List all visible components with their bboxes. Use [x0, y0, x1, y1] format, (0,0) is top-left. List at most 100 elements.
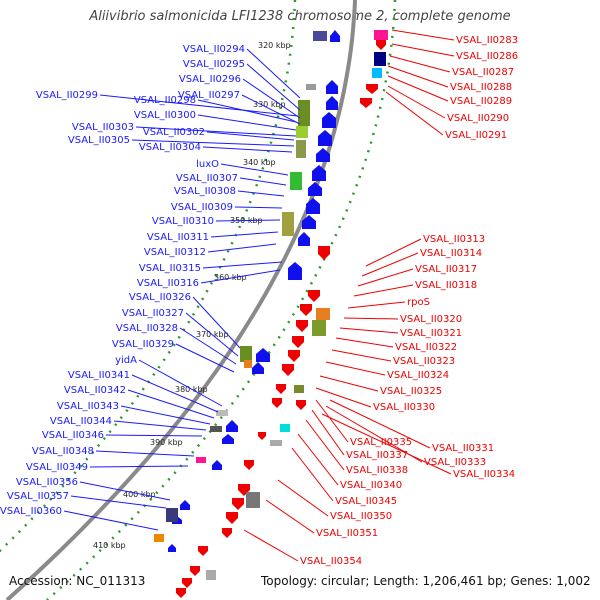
right-leader-line: [331, 349, 392, 362]
right-gene-label: VSAL_II0286: [456, 51, 518, 62]
feature-block: [244, 360, 252, 368]
feature-block: [312, 320, 326, 336]
right-leader-line: [315, 387, 372, 408]
left-gene-label: VSAL_II0296: [179, 74, 241, 85]
left-gene-label: VSAL_II0308: [174, 186, 236, 197]
right-gene-label: VSAL_II0317: [415, 264, 477, 275]
right-gene-label: VSAL_II0340: [340, 480, 402, 491]
right-gene-label: VSAL_II0334: [453, 469, 515, 480]
left-leader-line: [131, 139, 295, 147]
left-leader-line: [220, 163, 289, 176]
left-gene-label: VSAL_II0305: [68, 135, 130, 146]
left-leader-line: [241, 94, 301, 125]
right-leader-line: [343, 317, 399, 320]
right-leader-line: [387, 85, 446, 119]
right-leader-line: [335, 337, 394, 348]
right-gene-label: VSAL_II0325: [380, 386, 442, 397]
left-leader-line: [207, 243, 277, 253]
left-leader-line: [138, 359, 223, 407]
feature-block: [294, 385, 304, 393]
reverse-gene-arrow: [282, 364, 294, 376]
feature-block: [306, 84, 316, 90]
kbp-tick-label: 320 kbp: [258, 41, 291, 50]
left-gene-label: VSAL_II0300: [134, 110, 196, 121]
right-gene-label: VSAL_II0313: [423, 234, 485, 245]
left-leader-line: [135, 126, 297, 137]
reverse-gene-arrow: [272, 398, 282, 408]
genome-backbone: [5, 0, 357, 600]
left-leader-line: [197, 114, 297, 131]
topology-text: Topology: circular; Length: 1,206,461 bp…: [261, 574, 591, 588]
left-gene-label: VSAL_II0309: [171, 202, 233, 213]
right-gene-label: VSAL_II0289: [450, 96, 512, 107]
right-gene-label: VSAL_II0320: [400, 314, 462, 325]
feature-block: [246, 492, 260, 508]
right-leader-line: [329, 399, 431, 449]
right-gene-label: VSAL_II0335: [350, 437, 412, 448]
right-gene-label: VSAL_II0354: [300, 556, 362, 567]
left-gene-label: VSAL_II0295: [183, 59, 245, 70]
left-gene-label: VSAL_II0299: [36, 90, 98, 101]
forward-gene-arrow: [326, 80, 338, 94]
left-leader-line: [246, 63, 301, 111]
forward-gene-arrow: [256, 348, 270, 362]
forward-gene-arrow: [252, 362, 264, 374]
feature-block: [298, 100, 310, 126]
feature-block: [166, 508, 178, 522]
reverse-gene-arrow: [226, 512, 238, 524]
right-gene-label: VSAL_II0321: [400, 328, 462, 339]
reverse-gene-arrow: [190, 566, 200, 576]
reverse-gene-arrow: [244, 460, 254, 470]
forward-gene-arrow: [222, 434, 234, 444]
left-leader-line: [99, 94, 299, 117]
left-gene-label: VSAL_II0312: [144, 247, 206, 258]
left-gene-label: yidA: [115, 355, 137, 366]
right-leader-line: [387, 65, 449, 88]
left-leader-line: [242, 78, 301, 119]
kbp-tick-label: 390 kbp: [150, 438, 183, 447]
reverse-gene-arrow: [366, 84, 378, 94]
feature-block: [280, 424, 290, 432]
reverse-gene-arrow: [176, 588, 186, 598]
right-leader-line: [305, 419, 345, 471]
right-leader-line: [357, 268, 414, 287]
right-gene-label: VSAL_II0350: [330, 511, 392, 522]
outer-tick-ring: [46, 0, 397, 600]
left-leader-line: [239, 177, 287, 186]
left-gene-label: VSAL_II0342: [64, 385, 126, 396]
reverse-gene-arrow: [376, 40, 386, 50]
left-leader-line: [202, 146, 293, 153]
left-leader-line: [175, 343, 235, 373]
right-leader-line: [339, 327, 399, 334]
right-gene-label: VSAL_II0318: [415, 280, 477, 291]
left-leader-line: [202, 261, 283, 269]
right-gene-label: VSAL_II0337: [346, 450, 408, 461]
map-title: Aliivibrio salmonicida LFI1238 chromosom…: [89, 9, 511, 24]
left-leader-line: [246, 48, 301, 99]
reverse-gene-arrow: [292, 336, 304, 348]
left-leader-line: [192, 296, 241, 349]
right-leader-line: [389, 55, 451, 73]
right-gene-label: VSAL_II0283: [456, 35, 518, 46]
reverse-gene-arrow: [276, 384, 286, 394]
right-gene-label: VSAL_II0324: [387, 370, 449, 381]
left-gene-label: VSAL_II0304: [139, 142, 201, 153]
reverse-gene-arrow: [258, 432, 266, 440]
feature-block: [374, 30, 388, 40]
left-leader-line: [105, 434, 203, 437]
kbp-tick-label: 340 kbp: [243, 158, 276, 167]
right-leader-line: [391, 43, 455, 57]
left-gene-label: VSAL_II0349: [26, 462, 88, 473]
left-gene-label: VSAL_II0343: [57, 401, 119, 412]
right-leader-line: [385, 91, 444, 136]
right-gene-label: VSAL_II0351: [316, 528, 378, 539]
right-leader-line: [387, 75, 449, 102]
feature-block: [216, 410, 228, 416]
feature-block: [206, 570, 216, 580]
forward-gene-arrow: [330, 30, 340, 42]
forward-gene-arrow: [326, 96, 338, 110]
left-leader-line: [131, 374, 219, 413]
feature-block: [296, 140, 306, 158]
left-gene-label: VSAL_II0315: [139, 263, 201, 274]
